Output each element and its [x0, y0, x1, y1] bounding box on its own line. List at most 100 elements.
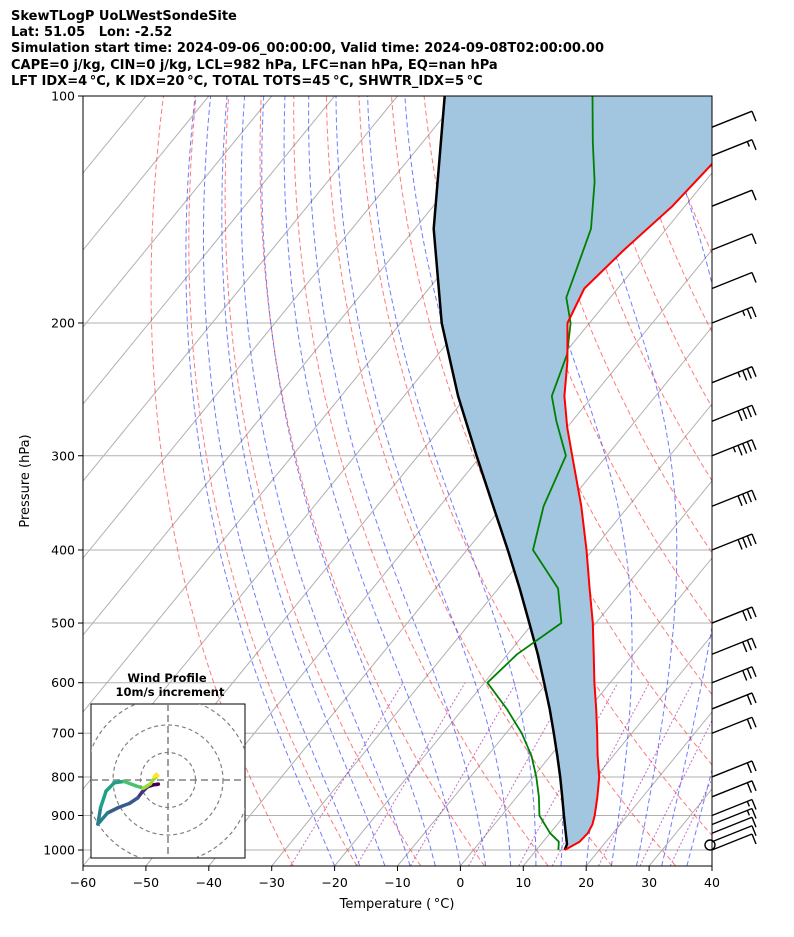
- isotherm-line: [83, 96, 398, 482]
- wind-barb: [711, 404, 757, 422]
- wind-barb-flag: [751, 833, 757, 845]
- wind-barb-flag: [746, 406, 752, 418]
- diagram-background-lines: [83, 96, 794, 866]
- wind-barb: [711, 233, 757, 251]
- dry-adiabat-line: [358, 96, 677, 866]
- wind-barb-flag: [746, 368, 752, 379]
- isotherm-line: [83, 96, 84, 97]
- x-tick-label: 30: [641, 875, 657, 890]
- moist-adiabat-line: [308, 96, 487, 866]
- wind-barb-staff: [711, 439, 753, 457]
- moist-adiabat-line: [221, 96, 386, 866]
- isotherm-line: [83, 96, 210, 251]
- moist-adiabat-line: [261, 96, 436, 866]
- y-axis-label: Pressure (hPa): [18, 434, 33, 527]
- wind-barb-flag: [746, 491, 752, 503]
- wind-barb: [711, 760, 757, 778]
- hodograph-segment: [96, 805, 103, 826]
- title-line-2: Lat: 51.05 Lon: -2.52: [11, 25, 173, 41]
- hodograph-title: Wind Profile: [127, 671, 207, 685]
- wind-barb-flag: [751, 606, 757, 618]
- dry-adiabat-line: [717, 96, 794, 866]
- wind-barb-staff: [711, 816, 753, 834]
- x-tick-label: −10: [384, 875, 410, 890]
- dry-adiabat-line: [684, 96, 712, 172]
- wind-barb-flag: [746, 718, 752, 730]
- isotherm-line: [648, 788, 712, 866]
- y-tick-label: 100: [51, 89, 75, 104]
- wind-barb: [711, 306, 757, 324]
- isotherm-line: [271, 326, 712, 866]
- wind-barb: [711, 816, 757, 834]
- hodograph-segment: [122, 779, 137, 788]
- wind-barb-staff: [711, 833, 753, 851]
- wind-barb-flag: [742, 443, 748, 454]
- wind-barb-staff: [711, 666, 753, 684]
- wind-barb-flag: [751, 666, 757, 678]
- wind-barb-flag: [751, 404, 757, 416]
- wind-barb: [711, 110, 757, 128]
- y-tick-label: 600: [51, 675, 75, 690]
- moist-adiabat-line: [185, 96, 336, 866]
- wind-barb-half-flag: [746, 810, 750, 816]
- dry-adiabat-line: [488, 96, 712, 625]
- title-line-5: LFT IDX=4 °C, K IDX=20 °C, TOTAL TOTS=45…: [11, 73, 483, 89]
- hodograph-segment: [105, 805, 121, 815]
- wind-barb-staff: [711, 366, 753, 384]
- cin-shaded-area: [433, 96, 712, 850]
- wind-barb-flag: [742, 408, 748, 420]
- wind-barb-flag: [751, 110, 757, 122]
- wind-barb-staff: [711, 110, 753, 128]
- wind-barb-staff: [711, 760, 753, 778]
- wind-barb-flag: [751, 189, 757, 201]
- x-tick-label: −40: [196, 875, 222, 890]
- wind-barb: [711, 606, 757, 624]
- dry-adiabat-line: [150, 96, 294, 866]
- isotherm-line: [397, 480, 712, 866]
- y-tick-label: 400: [51, 542, 75, 557]
- dry-adiabat-line: [750, 96, 794, 866]
- wind-barb-staff: [711, 807, 753, 826]
- moist-adiabat-line: [656, 96, 712, 866]
- mixing-ratio-line: [597, 682, 693, 866]
- dewpoint-line: [486, 96, 596, 851]
- wind-barb: [711, 798, 757, 817]
- y-tick-label: 900: [51, 808, 75, 823]
- calm-wind-circle: [704, 839, 716, 851]
- wind-barb-flag: [746, 308, 752, 320]
- wind-barb: [711, 271, 757, 290]
- x-tick-label: −30: [259, 875, 285, 890]
- wind-barb-half-flag: [742, 310, 746, 316]
- wind-barb-flag: [737, 539, 743, 550]
- wind-barb-staff: [711, 271, 753, 290]
- wind-barb-flag: [751, 272, 757, 283]
- isotherm-line: [711, 865, 712, 866]
- wind-barb-staff: [711, 637, 753, 655]
- wind-barb-flag: [751, 233, 757, 245]
- parcel-profile-line: [432, 96, 569, 851]
- mixing-ratio-line: [468, 682, 572, 866]
- wind-barb-flag: [751, 439, 757, 451]
- wind-barb-flag: [742, 670, 748, 681]
- x-tick-label: −60: [70, 875, 96, 890]
- wind-barb-flag: [751, 306, 757, 318]
- moist-adiabat-line: [203, 96, 361, 866]
- wind-barb-flag: [742, 537, 748, 548]
- wind-barb-flag: [751, 489, 757, 501]
- isotherm-line: [83, 96, 524, 636]
- wind-barb-flag: [746, 608, 752, 620]
- wind-barb-staff: [711, 716, 753, 734]
- x-tick-label: −20: [321, 875, 347, 890]
- mixing-ratio-line: [290, 682, 404, 866]
- hodograph-segment: [104, 781, 117, 793]
- y-tick-label: 200: [51, 315, 75, 330]
- mixing-ratio-line: [669, 777, 712, 866]
- isotherm-line: [83, 96, 273, 328]
- mixing-ratio-line: [355, 682, 466, 866]
- profile-lines: [432, 96, 712, 851]
- moist-adiabat-line: [503, 96, 633, 866]
- wind-barb-staff: [711, 825, 753, 843]
- wind-barb-flag: [746, 639, 752, 651]
- wind-barb-flag: [746, 535, 752, 547]
- wind-barb-flag: [751, 366, 757, 377]
